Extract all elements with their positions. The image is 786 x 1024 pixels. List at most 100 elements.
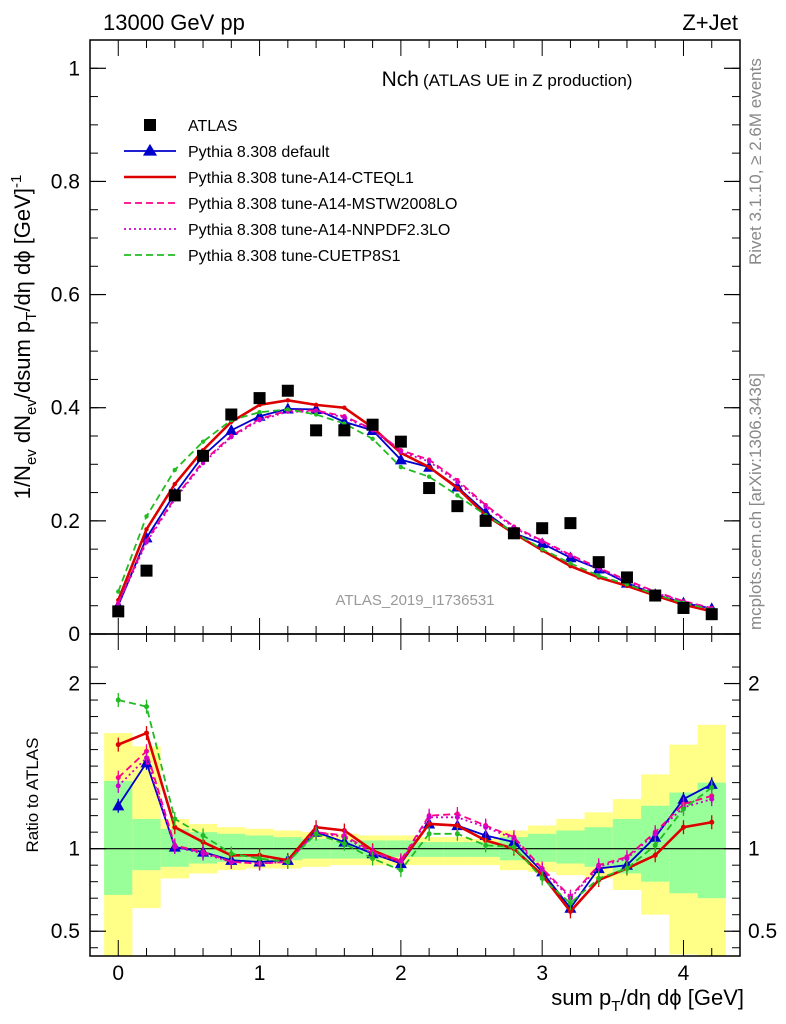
ratio-series-point xyxy=(200,832,206,838)
ratio-series-point xyxy=(398,867,404,873)
series-point xyxy=(568,561,573,566)
series-point xyxy=(398,449,404,455)
series-point xyxy=(398,464,404,470)
series-point xyxy=(116,589,121,594)
series-point xyxy=(426,474,432,479)
x-tick-label: 2 xyxy=(395,962,407,985)
ratio-series-point xyxy=(200,851,206,857)
ratio-series-point xyxy=(483,824,489,830)
series-point xyxy=(455,485,460,491)
y-tick-label: 0 xyxy=(68,623,80,646)
main-plot-axes: 0 0.2 0.4 0.6 0.8 1 xyxy=(51,40,740,646)
ratio-series-point xyxy=(454,831,460,837)
y-axis-label-ratio: Ratio to ATLAS xyxy=(23,738,42,853)
legend-label: Pythia 8.308 tune-A14-CTEQL1 xyxy=(188,170,414,187)
ratio-series-point xyxy=(709,785,715,791)
ratio-y-tick-label-right: 0.5 xyxy=(748,920,777,943)
series-point xyxy=(200,460,206,466)
y-tick-label: 0.8 xyxy=(51,170,80,193)
legend-label: Pythia 8.308 tune-CUETP8S1 xyxy=(188,248,401,265)
series-line xyxy=(117,407,712,610)
series-point xyxy=(539,539,545,544)
y-tick-label: 0.2 xyxy=(51,510,80,533)
data-point xyxy=(112,605,125,618)
ratio-series-point xyxy=(454,823,460,829)
series-point xyxy=(455,493,460,498)
ratio-plot-series xyxy=(112,693,718,919)
series-point xyxy=(568,553,573,559)
x-tick-label: 1 xyxy=(254,962,266,985)
ratio-series-point xyxy=(228,859,234,865)
ratio-series-point xyxy=(483,842,489,848)
ratio-series-point xyxy=(257,856,263,862)
series-point xyxy=(342,405,347,410)
ratio-series-point xyxy=(709,819,715,825)
series-point xyxy=(229,434,234,440)
series-point xyxy=(200,439,206,444)
x-tick-label: 0 xyxy=(112,962,124,985)
ratio-series-point xyxy=(115,742,121,748)
data-point xyxy=(310,424,323,437)
ratio-series-point xyxy=(652,852,658,858)
analysis-label: ATLAS_2019_I1736531 xyxy=(335,592,494,609)
x-axis-label: sum pT/dη dϕ [GeV] xyxy=(551,985,744,1015)
inner-band xyxy=(415,842,444,857)
series-line xyxy=(117,399,713,613)
data-point xyxy=(338,424,351,437)
ratio-series-point xyxy=(511,844,517,850)
ratio-series-point xyxy=(426,814,432,820)
legend-label: Pythia 8.308 tune-A14-MSTW2008LO xyxy=(188,196,457,213)
inner-band xyxy=(443,842,472,857)
data-point xyxy=(281,384,294,397)
ratio-series-point xyxy=(144,730,150,736)
ratio-plot-panel: 0.5 0.5 1 1 2 2 0 1 2 3 4 Ratio to ATLAS sum pT/dη… xyxy=(23,633,777,1015)
ratio-series-point xyxy=(313,831,319,837)
ratio-series-point xyxy=(652,831,658,837)
ratio-plot-axes: 0.5 0.5 1 1 2 2 0 1 2 3 4 xyxy=(51,634,777,985)
ratio-series-point xyxy=(172,824,178,830)
series-point xyxy=(596,573,601,578)
ratio-plot-frame xyxy=(89,633,741,957)
series-point xyxy=(257,417,262,423)
mcplots-label: mcplots.cern.ch [arXiv:1306.3436] xyxy=(746,373,765,630)
y-axis-label-main: 1/Nev dNev/dsum pT/dη dϕ [GeV]-1 xyxy=(8,175,40,500)
data-point xyxy=(507,527,520,540)
ratio-series-point xyxy=(454,814,460,820)
ratio-series-line xyxy=(117,756,712,900)
ratio-series-point xyxy=(539,867,545,873)
ratio-series-point xyxy=(341,841,347,847)
ratio-series-line xyxy=(118,699,713,905)
ratio-series-point xyxy=(709,796,715,802)
data-point xyxy=(705,608,718,621)
ratio-series-point xyxy=(144,704,150,710)
ratio-series-point xyxy=(596,875,602,881)
ratio-series-point xyxy=(539,875,545,881)
ratio-series-point xyxy=(370,856,376,862)
series-point xyxy=(426,464,432,470)
ratio-series-point xyxy=(115,783,121,789)
inner-band xyxy=(132,818,161,871)
data-point xyxy=(253,392,266,405)
plot-title-sub: (ATLAS UE in Z production) xyxy=(423,71,632,90)
data-point xyxy=(620,571,633,584)
data-point xyxy=(649,589,662,602)
main-plot-series xyxy=(112,384,718,621)
series-point xyxy=(144,527,149,532)
series-line xyxy=(117,410,712,610)
ratio-series-point xyxy=(426,831,432,837)
ratio-y-tick-label: 1 xyxy=(68,838,80,861)
legend-marker xyxy=(142,143,158,156)
ratio-series-point xyxy=(624,865,630,871)
data-point xyxy=(394,435,407,448)
data-point xyxy=(366,418,379,431)
ratio-series-point xyxy=(172,816,178,822)
series-point xyxy=(483,504,488,509)
ratio-y-tick-label-right: 1 xyxy=(748,838,760,861)
data-point xyxy=(564,517,577,530)
ratio-series-point xyxy=(652,842,658,848)
legend: ATLAS Pythia 8.308 default Pythia 8.308 tu… xyxy=(124,118,457,265)
series-point xyxy=(285,398,291,403)
legend-label: Pythia 8.308 default xyxy=(188,144,330,161)
energy-label: 13000 GeV pp xyxy=(103,10,245,35)
